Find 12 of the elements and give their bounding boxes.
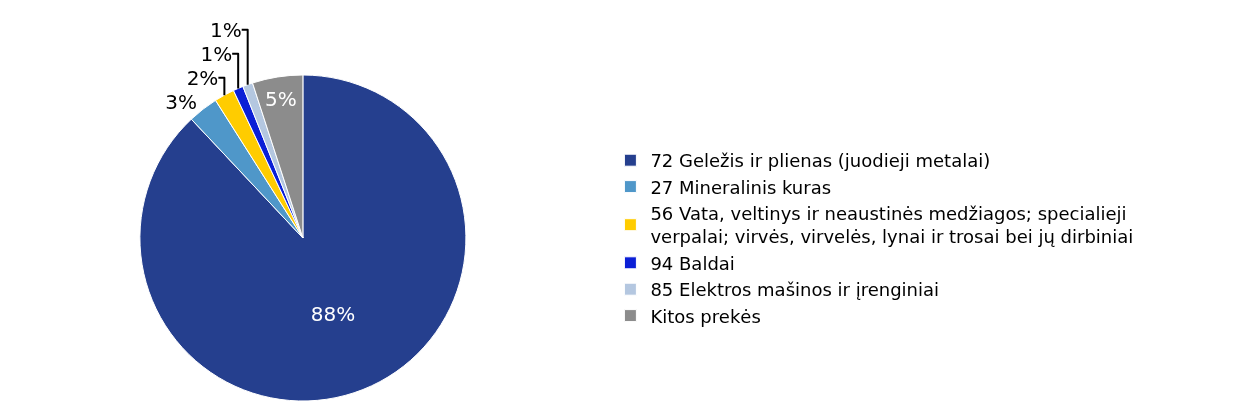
data-label: 1% (209, 17, 242, 42)
legend-label: 94 Baldai (650, 252, 735, 274)
data-label: 88% (310, 301, 356, 326)
legend-label: 56 Vata, veltinys ir neaustinės medžiagos; specialieji verpalai; virvės, virvelės, lynai ir trosai bei jų dirbiniai (650, 203, 1134, 248)
legend-label: 27 Mineralinis kuras (650, 176, 832, 198)
data-label: 3% (165, 89, 197, 114)
data-label: 5% (264, 86, 297, 111)
data-label: 1% (200, 41, 233, 66)
legend-label: 85 Elektros mašinos ir įrenginiai (650, 279, 940, 301)
legend-label: Kitos prekės (650, 305, 761, 327)
legend-label: 72 Geležis ir plienas (juodieji metalai) (650, 150, 991, 172)
data-label: 2% (186, 65, 219, 90)
